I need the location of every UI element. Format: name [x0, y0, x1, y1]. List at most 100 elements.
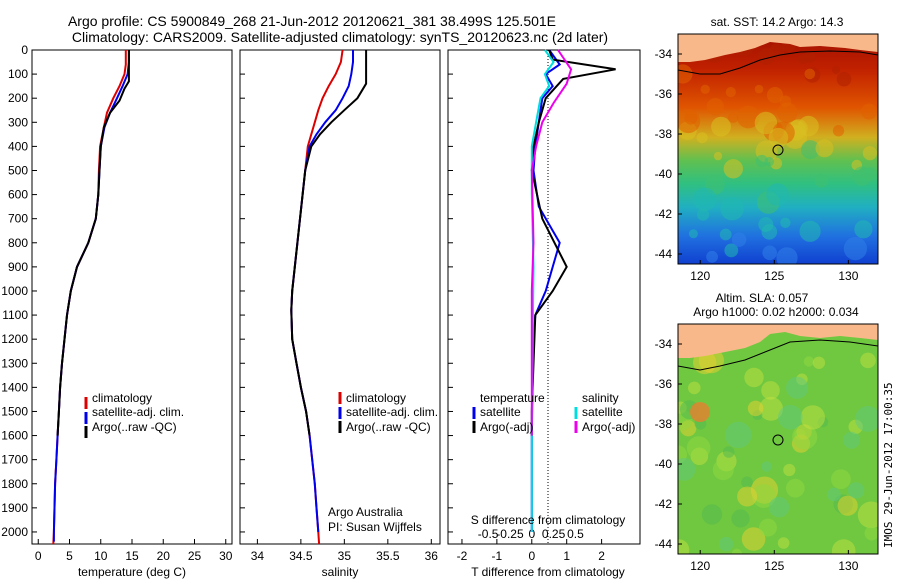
y-tick-label: 1800 [1, 477, 28, 491]
sla-texture-blob [812, 356, 826, 369]
y-tick-label: 0 [21, 43, 28, 57]
y-tick-label: 800 [8, 236, 28, 250]
sla-texture-blob [731, 509, 750, 528]
legend-label-argo: Argo(..raw -QC) [346, 420, 431, 434]
sst-texture-blob [779, 95, 792, 108]
lat-tick-label: -36 [655, 87, 673, 101]
sst-texture-blob [723, 159, 743, 179]
sst-texture-blob [761, 224, 778, 240]
sst-texture-blob [688, 229, 698, 239]
sst-texture-blob [798, 115, 819, 137]
lat-tick-label: -44 [655, 247, 673, 261]
y-tick-label: 1700 [1, 453, 28, 467]
lon-tick-label: 125 [764, 269, 784, 283]
header-line1: Argo profile: CS 5900849_268 21-Jun-2012… [68, 13, 556, 29]
sla-texture-blob [725, 421, 752, 449]
legend-title-temperature: temperature [480, 391, 545, 405]
sst-texture-blob [700, 84, 710, 95]
sla-map: Altim. SLA: 0.057 Argo h1000: 0.02 h2000… [655, 291, 879, 573]
sst-texture-blob [780, 217, 791, 228]
sla-texture-blob [785, 478, 805, 498]
sla-texture-blob [751, 484, 776, 508]
y-tick-label: 500 [8, 163, 28, 177]
sla-coastline-shelf [678, 339, 878, 371]
lon-tick-label: 125 [764, 559, 784, 573]
sla-texture-blob [741, 527, 766, 551]
sst-texture-blob [764, 156, 774, 167]
sla-texture-blob [761, 461, 772, 472]
series-line-argo-raw-qc- [290, 50, 368, 436]
legend-label-s-satellite: satellite [582, 405, 623, 419]
sla-lat-ticks: -34 -36 -38 -40 -42 -44 [655, 337, 682, 551]
salinity-depth-ticks [240, 49, 245, 533]
legend-label-satellite: satellite-adj. clim. [92, 405, 184, 419]
temperature-profile-lines [52, 50, 130, 545]
sst-texture-blob [863, 167, 877, 181]
temperature-legend: climatology satellite-adj. clim. Argo(..… [84, 391, 184, 438]
y-tick-label: 1500 [1, 404, 28, 418]
sla-texture-blob [761, 381, 780, 400]
sla-texture-blob [759, 396, 783, 421]
sst-texture-blob [832, 66, 841, 75]
y-tick-label: 1900 [1, 501, 28, 515]
sla-texture-blob [701, 504, 723, 525]
lat-tick-label: -34 [655, 337, 673, 351]
sst-texture-blob [799, 220, 821, 242]
sla-texture-blob [678, 458, 696, 481]
difference-top-label: S difference from climatology [471, 513, 626, 527]
sla-texture-blob [678, 539, 690, 554]
difference-profile-lines [530, 49, 616, 532]
sst-texture-blob [776, 247, 798, 264]
salinity-profile-lines [290, 49, 368, 545]
x-tick-label: -1 [492, 549, 503, 563]
sst-texture-blob [762, 245, 777, 261]
sla-texture-blob [827, 487, 841, 502]
sla-texture-blob [688, 381, 701, 395]
sst-texture-blob [766, 87, 784, 104]
sla-texture-blob [831, 469, 851, 490]
sst-texture-blob [755, 154, 768, 168]
sla-map-title: Altim. SLA: 0.057 [716, 291, 809, 305]
lon-tick-label: 130 [838, 559, 858, 573]
sst-texture-blob [696, 208, 710, 221]
sla-texture-blob [803, 356, 815, 367]
x-tick-label: 34.5 [289, 549, 313, 563]
sst-texture-blob [693, 187, 717, 211]
legend-label-t-satellite: satellite [480, 405, 521, 419]
sla-texture-blob [860, 352, 876, 369]
sst-lon-ticks: 120 125 130 [690, 260, 859, 283]
lon-tick-label: 120 [690, 559, 710, 573]
sst-texture-blob [706, 250, 718, 263]
sla-texture-blob [837, 495, 858, 516]
temperature-panel: 0100200300400500600700800900100011001200… [1, 43, 232, 579]
series-line-argo-raw-qc- [56, 50, 130, 436]
footer-stamp: IMOS 29-Jun-2012 17:00:35 [882, 382, 895, 548]
x-tick-label: 30 [219, 549, 233, 563]
legend-label-t-argo: Argo(-adj) [480, 420, 533, 434]
lat-tick-label: -38 [655, 127, 673, 141]
series-line-s-argo-adj- [530, 49, 573, 436]
sla-texture-blob [864, 526, 878, 541]
legend-label-satellite: satellite-adj. clim. [346, 405, 438, 419]
x-tick-label: 25 [188, 549, 202, 563]
legend-label-climatology: climatology [346, 391, 406, 405]
sst-texture-blob [725, 87, 736, 98]
y-tick-label: 700 [8, 212, 28, 226]
sst-texture-blob [731, 232, 747, 247]
sst-texture-blob [804, 68, 816, 80]
sla-texture-blob [744, 367, 764, 388]
lat-tick-label: -44 [655, 537, 673, 551]
sst-texture-blob [766, 183, 789, 206]
y-tick-label: 1400 [1, 380, 28, 394]
sla-texture-blob [759, 518, 777, 537]
sst-texture-blob [843, 237, 868, 261]
sst-texture-blob [724, 243, 739, 258]
sst-texture-blob [713, 151, 723, 161]
x-tick-label: -2 [457, 549, 468, 563]
sst-texture-blob [815, 139, 834, 158]
s-tick-label: 0.5 [567, 527, 584, 541]
sla-texture-blob [718, 536, 734, 552]
sla-texture-blob [792, 424, 818, 450]
lon-tick-label: 120 [690, 269, 710, 283]
